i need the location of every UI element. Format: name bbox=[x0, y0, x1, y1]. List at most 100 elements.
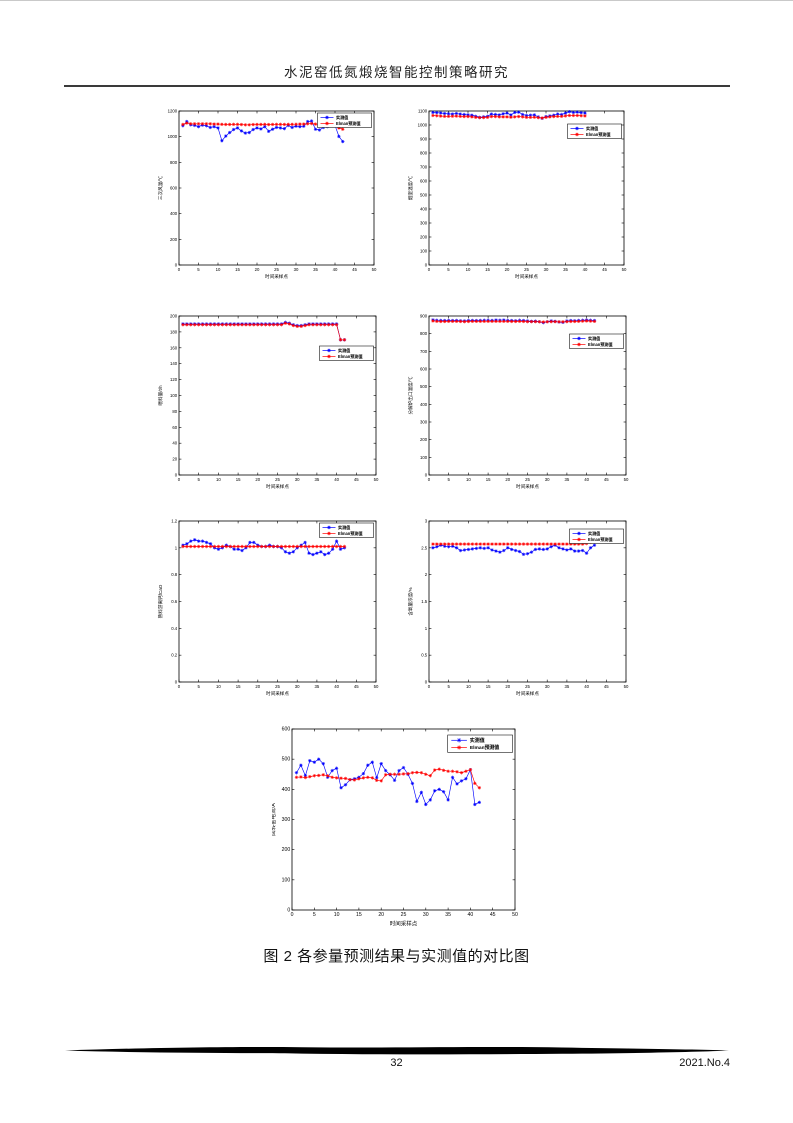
svg-text:5: 5 bbox=[448, 477, 451, 482]
svg-text:35: 35 bbox=[315, 684, 320, 689]
svg-text:1.2: 1.2 bbox=[171, 519, 178, 524]
svg-text:35: 35 bbox=[565, 477, 570, 482]
svg-text:0: 0 bbox=[175, 473, 178, 478]
svg-text:120: 120 bbox=[170, 377, 178, 382]
svg-text:140: 140 bbox=[170, 361, 178, 366]
page-title: 水泥窑低氮煅烧智能控制策略研究 bbox=[284, 65, 509, 80]
svg-text:0: 0 bbox=[175, 263, 178, 268]
svg-text:40: 40 bbox=[334, 684, 339, 689]
svg-text:30: 30 bbox=[294, 267, 299, 272]
svg-text:80: 80 bbox=[172, 409, 177, 414]
svg-text:700: 700 bbox=[420, 165, 428, 170]
svg-text:35: 35 bbox=[315, 477, 320, 482]
svg-text:时间采样点: 时间采样点 bbox=[265, 273, 288, 280]
svg-text:200: 200 bbox=[420, 235, 428, 240]
svg-text:25: 25 bbox=[274, 267, 279, 272]
svg-text:900: 900 bbox=[420, 137, 428, 142]
svg-text:实测值: 实测值 bbox=[586, 125, 598, 131]
svg-text:25: 25 bbox=[275, 477, 280, 482]
svg-text:实测值: 实测值 bbox=[338, 524, 350, 530]
svg-text:35: 35 bbox=[563, 267, 568, 272]
svg-text:0: 0 bbox=[287, 908, 290, 914]
svg-text:0.4: 0.4 bbox=[171, 626, 178, 631]
svg-text:1000: 1000 bbox=[418, 123, 428, 128]
svg-text:0.5: 0.5 bbox=[421, 653, 428, 658]
svg-text:10: 10 bbox=[466, 684, 471, 689]
footer-bar bbox=[65, 1046, 729, 1055]
figure-caption: 图 2 各参量预测结果与实测值的对比图 bbox=[263, 948, 530, 965]
svg-text:15: 15 bbox=[236, 684, 241, 689]
svg-text:800: 800 bbox=[420, 151, 428, 156]
chart-clinker-free-cao-svg: 0 0.2 0.4 0.6 0.8 1 1.2 0 5 10 15 20 25 30 35 40 45 50 时间采… bbox=[157, 519, 379, 698]
svg-text:50: 50 bbox=[374, 684, 379, 689]
svg-text:400: 400 bbox=[420, 207, 428, 212]
svg-text:分解炉出口温度/℃: 分解炉出口温度/℃ bbox=[407, 376, 414, 414]
chart-kiln-current: 0 100 200 300 400 500 600 0 5 10 15 20 25 30 35 40 45 50 时… bbox=[269, 715, 530, 936]
svg-text:200: 200 bbox=[420, 437, 428, 442]
svg-text:30: 30 bbox=[423, 912, 429, 918]
svg-text:600: 600 bbox=[282, 727, 291, 733]
svg-text:0: 0 bbox=[428, 684, 431, 689]
svg-text:600: 600 bbox=[420, 367, 428, 372]
svg-text:3: 3 bbox=[425, 519, 428, 524]
svg-text:20: 20 bbox=[378, 912, 384, 918]
svg-text:2.5: 2.5 bbox=[421, 545, 428, 550]
svg-text:Elman预测值: Elman预测值 bbox=[470, 744, 500, 751]
svg-text:0: 0 bbox=[425, 263, 428, 268]
svg-text:10: 10 bbox=[216, 477, 221, 482]
svg-text:10: 10 bbox=[466, 267, 471, 272]
svg-text:5: 5 bbox=[198, 684, 201, 689]
svg-text:40: 40 bbox=[584, 477, 589, 482]
svg-text:20: 20 bbox=[255, 477, 260, 482]
svg-text:0: 0 bbox=[178, 267, 181, 272]
svg-text:60: 60 bbox=[172, 425, 177, 430]
svg-text:实测值: 实测值 bbox=[470, 737, 485, 744]
svg-text:35: 35 bbox=[313, 267, 318, 272]
svg-text:20: 20 bbox=[255, 684, 260, 689]
svg-text:45: 45 bbox=[604, 684, 609, 689]
svg-text:35: 35 bbox=[445, 912, 451, 918]
svg-text:Elman预测值: Elman预测值 bbox=[338, 530, 363, 536]
svg-text:900: 900 bbox=[420, 314, 428, 319]
chart-calciner-outlet-temp-svg: 0 100 200 300 400 500 600 700 800 900 0 5 10 15 20 25 30… bbox=[407, 314, 629, 491]
svg-text:800: 800 bbox=[170, 160, 178, 165]
svg-text:200: 200 bbox=[170, 314, 178, 319]
svg-text:300: 300 bbox=[420, 420, 428, 425]
svg-text:50: 50 bbox=[622, 267, 627, 272]
svg-text:0.2: 0.2 bbox=[171, 653, 178, 658]
svg-text:300: 300 bbox=[282, 817, 291, 823]
svg-text:Elman预测值: Elman预测值 bbox=[586, 131, 611, 137]
svg-text:50: 50 bbox=[512, 912, 518, 918]
svg-text:烟室温度/℃: 烟室温度/℃ bbox=[407, 175, 414, 200]
svg-text:0: 0 bbox=[425, 473, 428, 478]
svg-text:100: 100 bbox=[282, 877, 291, 883]
svg-text:45: 45 bbox=[352, 267, 357, 272]
chart-feed-rate-svg: 0 20 40 60 80 100 120 140 160 180 200 0 5 10 15 20 25 30 3… bbox=[157, 314, 379, 491]
svg-text:时间采样点: 时间采样点 bbox=[390, 920, 418, 928]
svg-text:15: 15 bbox=[486, 684, 491, 689]
svg-text:实测值: 实测值 bbox=[588, 530, 600, 536]
svg-text:10: 10 bbox=[216, 684, 221, 689]
svg-text:500: 500 bbox=[420, 384, 428, 389]
svg-text:含氧量浓度/%: 含氧量浓度/% bbox=[407, 587, 414, 615]
svg-text:30: 30 bbox=[545, 684, 550, 689]
chart-oxygen-content-svg: 00.511.522.530 5 10 15 20 25 30 35 40 45 50时间采样点含氧… bbox=[407, 519, 629, 698]
svg-text:40: 40 bbox=[584, 684, 589, 689]
svg-text:0: 0 bbox=[428, 477, 431, 482]
chart-kiln-current-svg: 0 100 200 300 400 500 600 0 5 10 15 20 25 30 35 40 45 50 时… bbox=[269, 727, 518, 928]
svg-text:50: 50 bbox=[624, 477, 629, 482]
page-number: 32 bbox=[390, 1057, 403, 1069]
svg-text:300: 300 bbox=[420, 221, 428, 226]
svg-text:600: 600 bbox=[420, 179, 428, 184]
svg-text:30: 30 bbox=[295, 477, 300, 482]
svg-text:时间采样点: 时间采样点 bbox=[266, 483, 289, 490]
svg-text:5: 5 bbox=[448, 684, 451, 689]
svg-text:1100: 1100 bbox=[418, 109, 428, 114]
svg-text:15: 15 bbox=[485, 267, 490, 272]
svg-text:5: 5 bbox=[197, 267, 200, 272]
svg-text:5: 5 bbox=[313, 912, 316, 918]
